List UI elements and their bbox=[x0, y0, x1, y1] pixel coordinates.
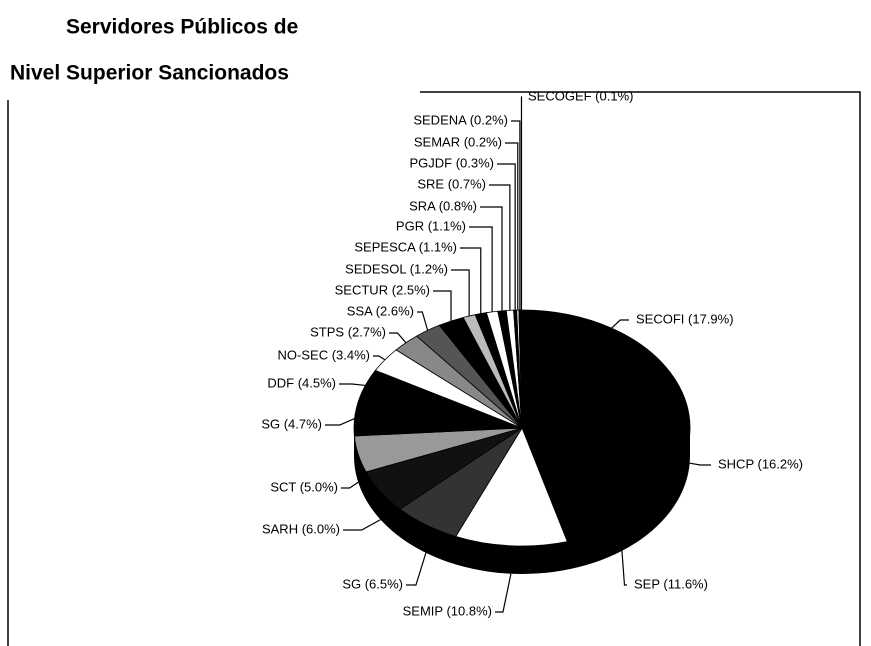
slice-label: SEP (11.6%) bbox=[634, 576, 708, 591]
leader-line bbox=[495, 573, 512, 613]
slice-label: SEMIP (10.8%) bbox=[403, 603, 492, 618]
slice-label: SEDESOL (1.2%) bbox=[345, 261, 448, 276]
slice-label: SECOFI (17.9%) bbox=[636, 311, 734, 326]
pie-slice bbox=[520, 376, 691, 493]
leader-line bbox=[341, 481, 359, 489]
slice-label: SEMAR (0.2%) bbox=[414, 134, 502, 149]
slice-label: SRE (0.7%) bbox=[417, 176, 486, 191]
leader-line bbox=[511, 120, 521, 311]
leader-line bbox=[621, 550, 627, 586]
leader-line bbox=[497, 163, 516, 311]
slice-label: SG (6.5%) bbox=[342, 576, 403, 591]
slice-label: SECOGEF (0.1%) bbox=[528, 88, 633, 103]
slice-label: SHCP (16.2%) bbox=[718, 456, 803, 471]
slice-label: DDF (4.5%) bbox=[267, 375, 336, 390]
frame bbox=[7, 91, 861, 646]
leader-line bbox=[373, 355, 386, 361]
slice-label: PGR (1.1%) bbox=[396, 218, 466, 233]
chart-title: Nivel Superior Sancionados bbox=[10, 62, 289, 85]
pie-slice bbox=[521, 427, 665, 543]
slice-label: SCT (5.0%) bbox=[270, 479, 338, 494]
slice-label: SEDENA (0.2%) bbox=[413, 112, 508, 127]
slice-label: SSA (2.6%) bbox=[347, 303, 414, 318]
leader-line bbox=[343, 519, 381, 531]
leader-line bbox=[433, 290, 452, 322]
slice-label: SRA (0.8%) bbox=[409, 198, 477, 213]
leader-line bbox=[611, 319, 629, 329]
slice-label: SG (4.7%) bbox=[261, 416, 322, 431]
leader-line bbox=[406, 552, 427, 586]
slice-label: SEPESCA (1.1%) bbox=[354, 239, 457, 254]
leader-line bbox=[489, 184, 511, 311]
leader-line bbox=[339, 383, 366, 387]
leader-line bbox=[460, 247, 482, 314]
pie-slice bbox=[455, 427, 568, 547]
leader-line bbox=[469, 226, 493, 312]
leader-line bbox=[325, 418, 355, 426]
slice-label: SECTUR (2.5%) bbox=[335, 282, 430, 297]
slice-label: STPS (2.7%) bbox=[310, 324, 386, 339]
chart-title: Servidores Públicos de bbox=[66, 16, 298, 39]
leader-line bbox=[417, 311, 429, 331]
title-bg bbox=[0, 0, 420, 100]
slice-label: SARH (6.0%) bbox=[262, 521, 340, 536]
pie-slice bbox=[521, 309, 675, 429]
leader-line bbox=[689, 462, 711, 466]
slice-label: NO-SEC (3.4%) bbox=[278, 347, 370, 362]
leader-line bbox=[451, 269, 470, 316]
leader-line bbox=[389, 332, 407, 344]
leader-line bbox=[480, 206, 503, 311]
leader-line bbox=[505, 142, 519, 311]
slice-label: PGJDF (0.3%) bbox=[409, 155, 494, 170]
